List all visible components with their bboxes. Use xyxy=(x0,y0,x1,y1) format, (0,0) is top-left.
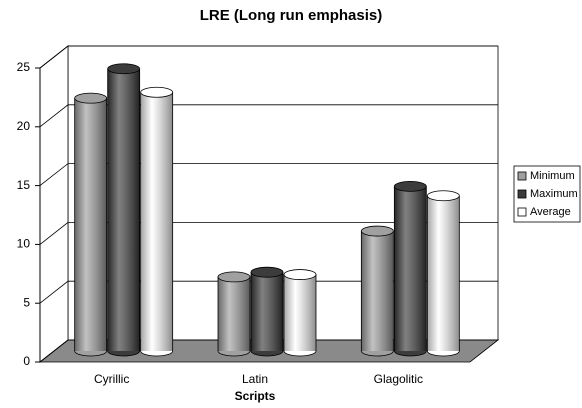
bar-top xyxy=(393,180,427,192)
bar xyxy=(426,190,460,357)
bar-bottom xyxy=(283,350,317,357)
x-axis-title: Scripts xyxy=(235,389,276,403)
bar-shade xyxy=(251,272,283,351)
bar-shade xyxy=(394,186,427,351)
bar-top xyxy=(74,92,108,104)
y-tick-label: 20 xyxy=(17,119,31,133)
legend-swatch xyxy=(517,171,527,181)
bar-bottom xyxy=(360,350,394,357)
y-tick-label: 5 xyxy=(23,295,30,309)
bar xyxy=(74,92,108,357)
bar-top xyxy=(360,225,394,237)
bar-shade xyxy=(427,195,460,351)
bar-top xyxy=(217,271,251,283)
bar-top xyxy=(283,269,317,280)
legend-label: Minimum xyxy=(530,170,575,182)
chart-title: LRE (Long run emphasis) xyxy=(200,7,383,24)
bar-bottom xyxy=(140,350,174,357)
bar xyxy=(283,269,317,357)
y-tick-label: 10 xyxy=(17,237,31,251)
y-tick-label: 0 xyxy=(23,354,30,368)
bar-top xyxy=(426,190,460,202)
bar-top xyxy=(250,266,284,278)
grid-line xyxy=(39,221,498,245)
bar-shade xyxy=(140,92,173,351)
bar-bottom xyxy=(74,350,108,357)
bar xyxy=(250,266,284,357)
bar-shade xyxy=(218,276,250,351)
bar xyxy=(360,225,394,357)
bar-shade xyxy=(74,98,107,351)
bar-bottom xyxy=(217,350,251,357)
legend-swatch xyxy=(517,207,527,217)
grid-line xyxy=(39,163,498,186)
grid-line xyxy=(39,339,498,363)
bar-bottom xyxy=(426,350,460,357)
bar-top xyxy=(107,63,141,75)
bar-bottom xyxy=(250,350,284,357)
bar-shade xyxy=(284,274,316,351)
y-tick-label: 15 xyxy=(17,178,31,192)
bar xyxy=(393,180,427,357)
legend-label: Average xyxy=(530,206,571,218)
bar xyxy=(107,63,141,357)
bar xyxy=(140,86,174,357)
grid-line xyxy=(39,280,498,304)
grid-line xyxy=(39,104,498,128)
bar-bottom xyxy=(107,350,141,357)
bar xyxy=(217,271,251,357)
bar-top xyxy=(140,86,174,98)
bar-shade xyxy=(107,68,140,351)
side-wall xyxy=(39,45,69,363)
x-tick-label: Latin xyxy=(242,372,268,386)
bar-shade xyxy=(361,231,394,351)
y-tick-label: 25 xyxy=(17,60,31,74)
legend-label: Maximum xyxy=(530,188,578,200)
legend-swatch xyxy=(517,189,527,199)
x-tick-label: Cyrillic xyxy=(94,372,129,386)
x-tick-label: Glagolitic xyxy=(374,372,423,386)
bar-bottom xyxy=(393,350,427,357)
grid-line xyxy=(39,45,498,69)
